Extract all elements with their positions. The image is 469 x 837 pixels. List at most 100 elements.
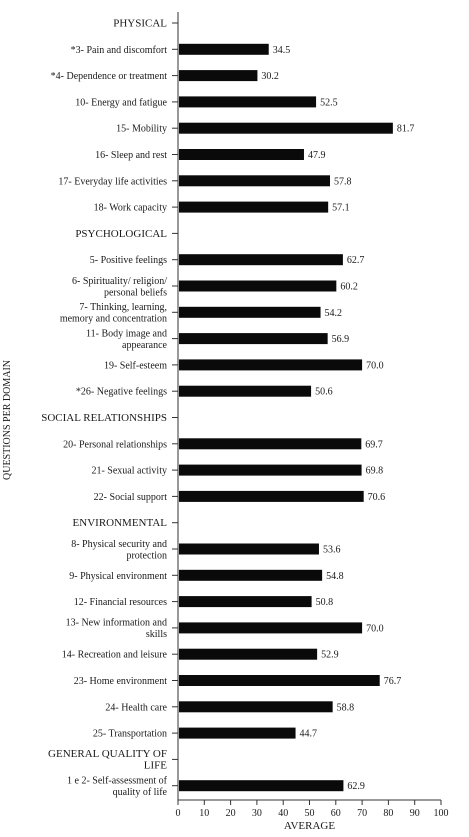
x-tick-label: 100	[434, 808, 449, 819]
domain-header-row: PSYCHOLOGICAL	[75, 228, 178, 240]
bar-value-label: 60.2	[340, 282, 358, 293]
x-tick-label: 60	[331, 808, 341, 819]
bar-value-label: 69.8	[366, 466, 384, 477]
label-line: 5- Positive feelings	[90, 255, 167, 266]
question-label: 25- Transportation	[93, 729, 167, 740]
domain-header-row: SOCIAL RELATIONSHIPS	[41, 412, 178, 424]
label-line: 24- Health care	[105, 702, 167, 713]
label-line: *4- Dependence or treatment	[51, 71, 168, 82]
question-label: 24- Health care	[105, 702, 167, 713]
question-row: 25- Transportation 44.7	[93, 727, 318, 740]
question-label: 6- Spirituality/ religion/personal belie…	[72, 276, 167, 299]
bar-value-label: 70.0	[366, 623, 384, 634]
question-label: 18- Work capacity	[94, 203, 167, 214]
question-label: 7- Thinking, learning, memory and concent…	[60, 302, 167, 325]
question-row: 1 e 2- Self-assessment of quality of life…	[67, 775, 365, 798]
label-line: skills	[146, 629, 167, 640]
bar-value-label: 81.7	[397, 124, 415, 135]
label-line: 16- Sleep and rest	[95, 150, 167, 161]
bar-value-label: 70.6	[368, 492, 386, 503]
bar	[179, 96, 317, 108]
label-line: GENERAL QUALITY OF	[48, 748, 167, 760]
bar	[179, 43, 269, 55]
bar-value-label: 69.7	[365, 439, 383, 450]
domain-header-row: GENERAL QUALITY OF LIFE	[48, 748, 178, 772]
bar-value-label: 62.7	[347, 255, 365, 266]
label-line: 15- Mobility	[116, 124, 167, 135]
label-line: 11- Body image and	[86, 328, 167, 339]
label-line: protection	[126, 550, 167, 561]
bar	[179, 306, 321, 318]
question-row: *4- Dependence or treatment 30.2	[51, 70, 279, 82]
bar-value-label: 57.8	[334, 176, 352, 187]
question-label: *26- Negative feelings	[76, 387, 167, 398]
question-row: *3- Pain and discomfort 34.5	[71, 43, 291, 56]
question-label: 9- Physical environment	[69, 571, 167, 582]
domain-header-label: ENVIRONMENTAL	[73, 517, 168, 529]
question-label: 10- Energy and fatigue	[75, 97, 167, 108]
bar-value-label: 34.5	[273, 45, 291, 56]
label-line: 20- Personal relationships	[63, 439, 167, 450]
question-row: 5- Positive feelings 62.7	[90, 254, 365, 266]
question-row: 23- Home environment 76.7	[74, 675, 402, 687]
bar	[179, 70, 258, 82]
question-row: 19- Self-esteem 70.0	[104, 359, 384, 371]
bar-value-label: 52.5	[320, 97, 338, 108]
bar	[179, 648, 318, 660]
label-line: quality of life	[113, 787, 168, 798]
domain-header-row: PHYSICAL	[113, 18, 178, 30]
label-line: 12- Financial resources	[74, 597, 167, 608]
label-line: 18- Work capacity	[94, 203, 167, 214]
x-tick-label: 50	[305, 808, 315, 819]
label-line: 21- Sexual activity	[91, 466, 167, 477]
bar	[179, 254, 343, 266]
question-row: 11- Body image and appearance 56.9	[86, 328, 349, 351]
question-row: 18- Work capacity 57.1	[94, 201, 350, 214]
bar	[179, 675, 380, 686]
bar	[179, 622, 363, 634]
label-line: appearance	[122, 340, 168, 351]
bar	[179, 280, 337, 292]
bar-value-label: 30.2	[261, 71, 279, 82]
label-line: 23- Home environment	[74, 676, 168, 687]
bar	[179, 727, 296, 739]
x-axis: 0 10 20 30 40 50 60 70 80 90 100	[176, 799, 449, 819]
question-row: 20- Personal relationships 69.7	[63, 438, 383, 450]
label-line: 6- Spirituality/ religion/	[72, 276, 167, 287]
x-tick-label: 70	[357, 808, 367, 819]
bar-value-label: 50.6	[315, 387, 333, 398]
question-label: 13- New information and skills	[66, 618, 167, 641]
question-label: 23- Home environment	[74, 676, 168, 687]
x-tick-label: 80	[383, 808, 393, 819]
bar-value-label: 47.9	[308, 150, 326, 161]
x-tick-label: 30	[252, 808, 262, 819]
question-label: 15- Mobility	[116, 124, 167, 135]
question-row: 16- Sleep and rest 47.9	[95, 149, 325, 161]
domain-header-label: PHYSICAL	[113, 18, 167, 30]
bar-value-label: 54.2	[325, 308, 343, 319]
bar	[179, 359, 363, 371]
label-line: ENVIRONMENTAL	[73, 517, 168, 529]
bar-value-label: 70.0	[366, 360, 384, 371]
question-row: 15- Mobility 81.7	[116, 122, 415, 135]
label-line: memory and concentration	[60, 314, 167, 325]
question-row: 10- Energy and fatigue 52.5	[75, 96, 338, 108]
bar-value-label: 76.7	[384, 676, 402, 687]
domain-header-label: PSYCHOLOGICAL	[75, 228, 167, 240]
bar	[179, 701, 333, 713]
x-tick-label: 90	[410, 808, 420, 819]
label-line: 19- Self-esteem	[104, 360, 167, 371]
label-line: 9- Physical environment	[69, 571, 167, 582]
bar-value-label: 54.8	[326, 571, 344, 582]
bar	[179, 201, 329, 213]
question-row: 17- Everyday life activities 57.8	[58, 175, 352, 187]
label-line: SOCIAL RELATIONSHIPS	[41, 412, 167, 424]
bar	[179, 122, 393, 134]
bar	[179, 438, 362, 450]
bar-value-label: 44.7	[300, 729, 318, 740]
question-row: 12- Financial resources 50.8	[74, 596, 333, 608]
question-label: 14- Recreation and leisure	[62, 650, 168, 661]
label-line: *26- Negative feelings	[76, 387, 167, 398]
bar-value-label: 62.9	[347, 781, 365, 792]
